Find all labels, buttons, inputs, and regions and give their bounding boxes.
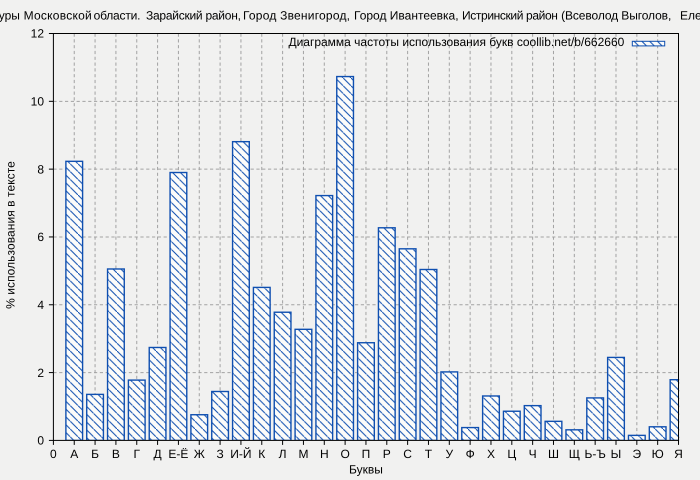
svg-text:Д: Д xyxy=(154,447,162,461)
svg-text:10: 10 xyxy=(31,95,45,109)
svg-text:Буквы: Буквы xyxy=(349,463,383,477)
svg-text:Ц: Ц xyxy=(507,447,516,461)
svg-text:12: 12 xyxy=(31,27,45,41)
svg-text:А: А xyxy=(70,447,78,461)
svg-text:М: М xyxy=(298,447,308,461)
svg-text:З: З xyxy=(216,447,223,461)
svg-text:Ю: Ю xyxy=(652,447,664,461)
svg-text:В: В xyxy=(112,447,120,461)
svg-text:Истринский район: Истринский район xyxy=(462,9,558,23)
svg-text:Б: Б xyxy=(91,447,99,461)
svg-text:О: О xyxy=(340,447,349,461)
svg-text:% использования в тексте: % использования в тексте xyxy=(4,161,18,309)
svg-text:Диаграмма частоты использовани: Диаграмма частоты использования букв coo… xyxy=(288,35,624,49)
svg-text:Ы: Ы xyxy=(611,447,622,461)
svg-text:Х: Х xyxy=(487,447,495,461)
svg-text:К: К xyxy=(258,447,265,461)
svg-text:Н: Н xyxy=(320,447,329,461)
svg-text:Т: Т xyxy=(425,447,433,461)
svg-text:Ч: Ч xyxy=(529,447,537,461)
svg-text:П: П xyxy=(362,447,371,461)
svg-text:0: 0 xyxy=(37,434,44,448)
svg-text:Э: Э xyxy=(633,447,642,461)
svg-text:области.: области. xyxy=(94,9,141,23)
svg-text:Е-Ё: Е-Ё xyxy=(168,447,188,461)
svg-text:Р: Р xyxy=(383,447,391,461)
svg-text:Я: Я xyxy=(674,447,683,461)
svg-text:Щ: Щ xyxy=(569,447,580,461)
svg-text:2: 2 xyxy=(37,366,44,380)
svg-text:Ж: Ж xyxy=(194,447,205,461)
svg-text:4: 4 xyxy=(37,298,44,312)
svg-text:8: 8 xyxy=(37,162,44,176)
svg-text:Л: Л xyxy=(279,447,287,461)
svg-text:(Всеволод Выголов,: (Всеволод Выголов, xyxy=(561,9,671,23)
svg-text:И-Й: И-Й xyxy=(230,447,251,461)
svg-text:Город Ивантеевка,: Город Ивантеевка, xyxy=(354,9,459,23)
svg-text:Г: Г xyxy=(134,447,141,461)
svg-text:Московской: Московской xyxy=(24,9,92,23)
svg-text:Город Звенигород,: Город Звенигород, xyxy=(243,9,350,23)
svg-text:У: У xyxy=(445,447,453,461)
svg-text:6: 6 xyxy=(37,230,44,244)
svg-text:Зарайский район,: Зарайский район, xyxy=(146,9,241,23)
svg-text:Ь-Ъ: Ь-Ъ xyxy=(584,447,605,461)
svg-text:0: 0 xyxy=(50,447,57,461)
svg-text:Памятники архитектуры: Памятники архитектуры xyxy=(0,9,20,23)
svg-text:Елена Подъяпольская): Елена Подъяпольская) xyxy=(680,9,700,23)
svg-text:С: С xyxy=(403,447,412,461)
svg-text:Ш: Ш xyxy=(548,447,559,461)
svg-text:Ф: Ф xyxy=(466,447,475,461)
